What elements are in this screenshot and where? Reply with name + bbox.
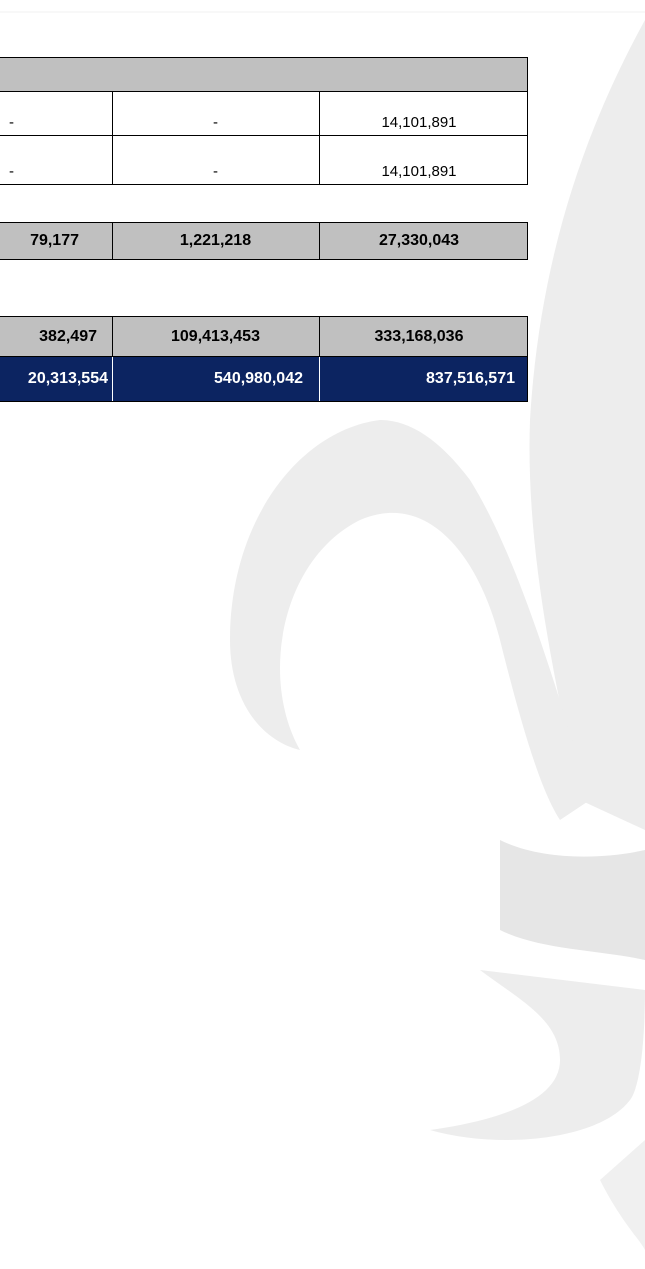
total-row: 20,313,554 540,980,042 837,516,571 xyxy=(0,356,528,402)
cell: 1,221,218 xyxy=(112,223,319,259)
header-row xyxy=(0,57,528,92)
cell: 382,497 xyxy=(39,317,97,356)
watermark xyxy=(0,0,645,1269)
table-row: - - 14,101,891 xyxy=(0,135,528,185)
table-row: - - 14,101,891 xyxy=(0,91,528,136)
cell: 20,313,554 xyxy=(28,357,108,401)
subtotal-row: 382,497 109,413,453 333,168,036 xyxy=(0,316,528,357)
cell: - xyxy=(112,136,319,184)
cell: - xyxy=(9,136,14,184)
cell: 540,980,042 xyxy=(214,357,303,401)
cell: 14,101,891 xyxy=(319,136,519,184)
cell: - xyxy=(112,92,319,135)
page: - - 14,101,891 - - 14,101,891 79,177 1,2… xyxy=(0,0,645,1269)
cell: 79,177 xyxy=(30,223,79,259)
cell: 27,330,043 xyxy=(319,223,519,259)
cell: 837,516,571 xyxy=(426,357,515,401)
cell: 109,413,453 xyxy=(112,317,319,356)
cell: 14,101,891 xyxy=(319,92,519,135)
cell: 333,168,036 xyxy=(319,317,519,356)
subtotal-row: 79,177 1,221,218 27,330,043 xyxy=(0,222,528,260)
cell: - xyxy=(9,92,14,135)
